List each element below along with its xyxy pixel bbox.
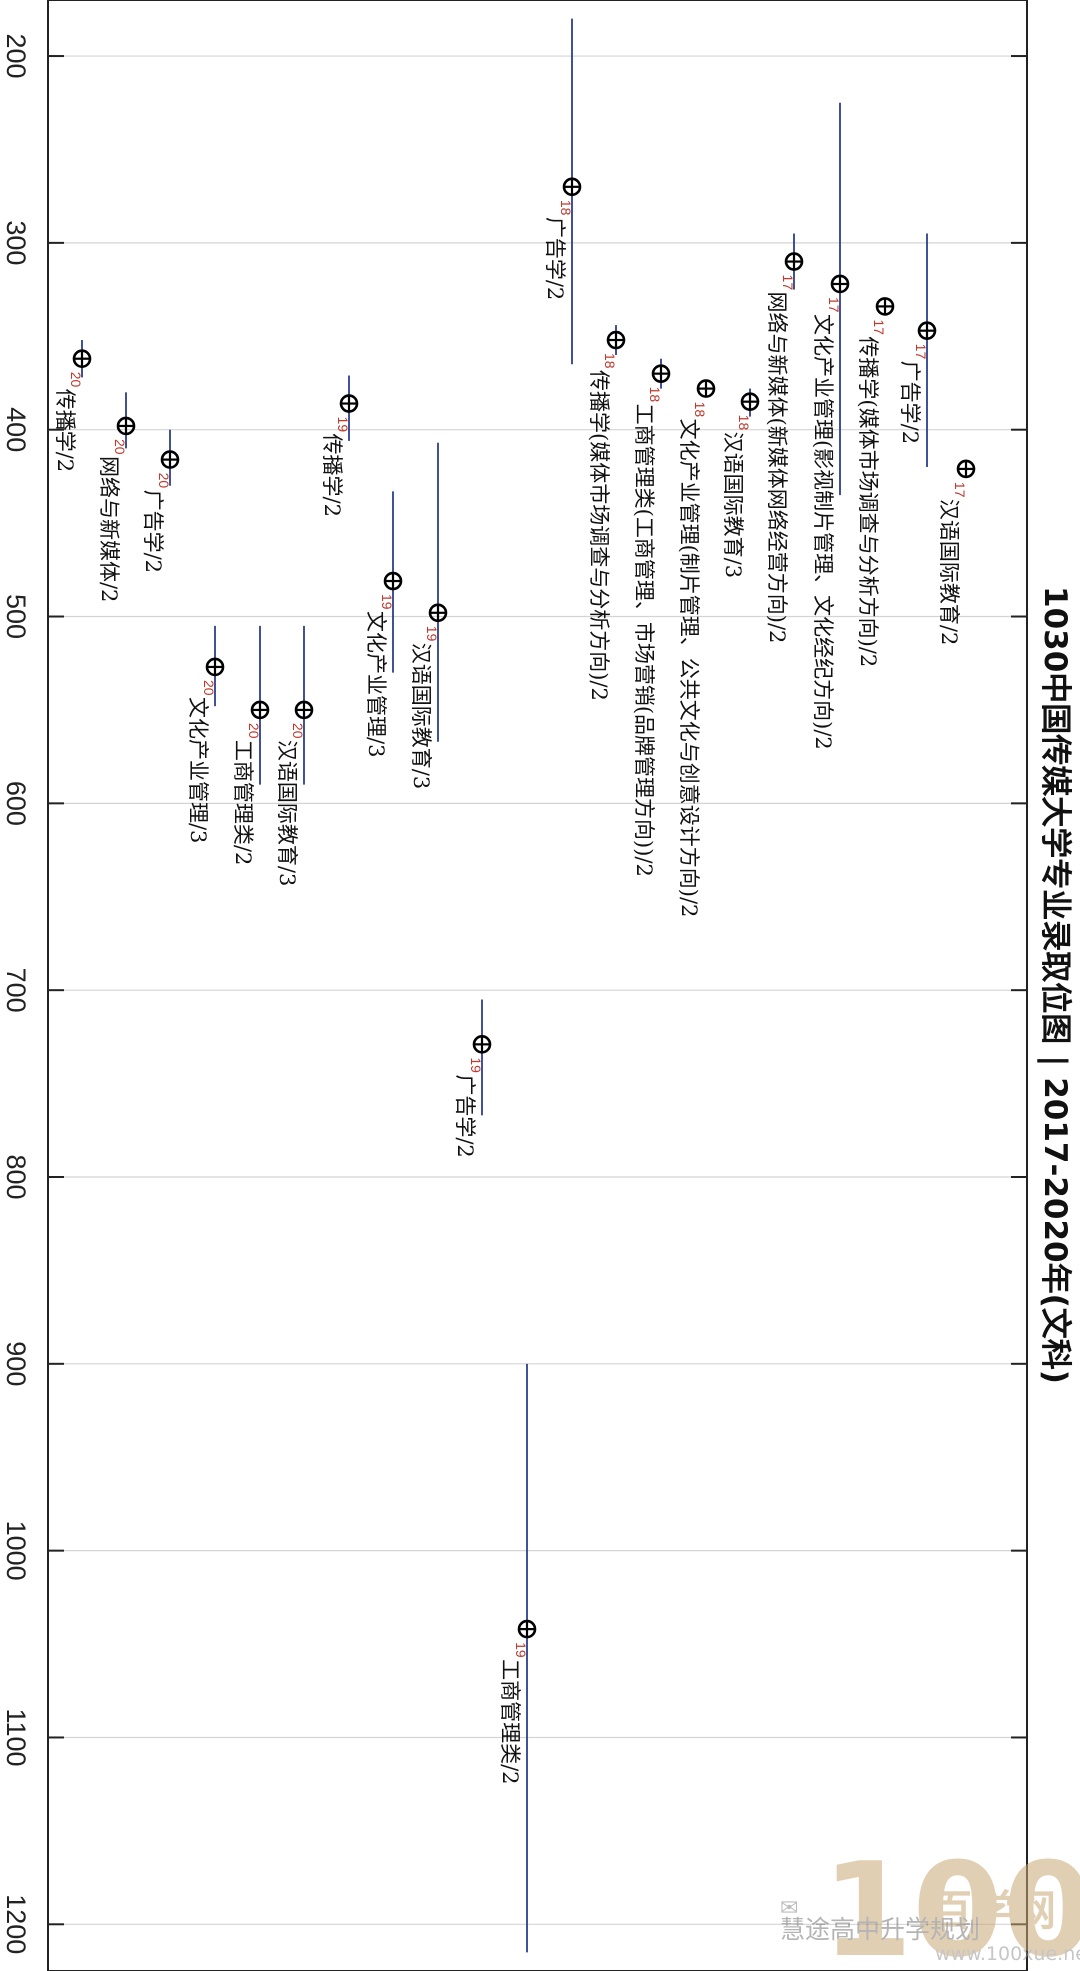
- y-tick-label: 200: [1, 34, 31, 79]
- plot-frame: [47, 0, 1028, 1971]
- major-label: 汉语国际教育/3: [721, 432, 745, 578]
- y-tick-label: 800: [1, 1154, 31, 1199]
- year-label: 19: [379, 594, 395, 610]
- major-label: 汉语国际教育/2: [937, 499, 961, 645]
- watermark-wechat: 慧途高中升学规划: [780, 1915, 980, 1944]
- year-label: 19: [468, 1057, 484, 1073]
- major-label: 汉语国际教育/3: [409, 643, 433, 789]
- major-label: 工商管理类/2: [231, 740, 255, 865]
- year-label: 18: [736, 415, 752, 431]
- year-label: 19: [335, 417, 351, 433]
- major-label: 文化产业管理/3: [186, 697, 210, 843]
- major-label: 工商管理类(工商管理、市场营销(品牌管理方向))/2: [632, 404, 656, 877]
- grid: [48, 55, 1027, 1925]
- major-label: 文化产业管理/3: [364, 611, 388, 757]
- y-tick-label: 900: [1, 1341, 31, 1386]
- year-label: 17: [871, 319, 887, 335]
- y-tick-label: 300: [1, 220, 31, 265]
- y-tick-label: 1200: [1, 1894, 31, 1954]
- y-tick-label: 500: [1, 594, 31, 639]
- data-marks: 17汉语国际教育/217广告学/217传播学(媒体市场调查与分析方向)/217文…: [53, 18, 976, 1953]
- y-tick-label: 600: [1, 781, 31, 826]
- watermark-url: www.100xue.net: [935, 1943, 1080, 1965]
- watermark: 100 百学网 www.100xue.net 慧途高中升学规划 ✉: [780, 1834, 1080, 1971]
- y-tick-label: 400: [1, 407, 31, 452]
- year-label: 20: [68, 372, 84, 388]
- major-label: 文化产业管理(制片管理、公共文化与创意设计方向)/2: [677, 419, 701, 918]
- year-label: 20: [290, 723, 306, 739]
- chart-title: 1030中国传媒大学专业录取位图 | 2017-2020年(文科): [1037, 586, 1073, 1384]
- y-axis: 200 300 400 500 600 700 800 900 1000 1100 1200: [1, 34, 1027, 1954]
- year-label: 20: [112, 439, 128, 455]
- year-label: 17: [826, 297, 842, 313]
- major-label: 文化产业管理(影视制片管理、文化经纪方向)/2: [811, 314, 835, 750]
- year-label: 18: [647, 387, 663, 403]
- y-tick-label: 700: [1, 968, 31, 1013]
- year-label: 18: [692, 402, 708, 418]
- major-label: 传播学/2: [320, 434, 344, 517]
- major-label: 汉语国际教育/3: [275, 740, 299, 886]
- major-label: 传播学(媒体市场调查与分析方向)/2: [856, 336, 880, 667]
- y-tick-label: 1000: [1, 1521, 31, 1581]
- year-label: 17: [952, 482, 968, 498]
- major-label: 传播学/2: [53, 389, 77, 472]
- y-tick-label: 1100: [1, 1708, 31, 1766]
- year-label: 20: [201, 680, 217, 696]
- major-label: 传播学(媒体市场调查与分析方向)/2: [587, 370, 611, 701]
- major-label: 工商管理类/2: [498, 1659, 522, 1784]
- year-label: 19: [424, 626, 440, 642]
- year-label: 18: [558, 200, 574, 216]
- year-label: 20: [246, 723, 262, 739]
- year-label: 17: [780, 275, 796, 291]
- year-label: 19: [513, 1642, 529, 1658]
- major-label: 广告学/2: [453, 1074, 477, 1157]
- year-label: 18: [602, 353, 618, 369]
- major-label: 广告学/2: [898, 361, 922, 444]
- watermark-logo: 100: [822, 1834, 1080, 1971]
- major-label: 广告学/2: [141, 490, 165, 573]
- major-label: 网络与新媒体/2: [97, 456, 121, 602]
- year-label: 20: [156, 473, 172, 489]
- major-label: 广告学/2: [543, 217, 567, 300]
- wechat-icon: ✉: [780, 1896, 798, 1921]
- major-label: 网络与新媒体(新媒体网络经营方向)/2: [765, 292, 789, 644]
- year-label: 17: [913, 344, 929, 360]
- watermark-brand: 百学网: [930, 1886, 1056, 1935]
